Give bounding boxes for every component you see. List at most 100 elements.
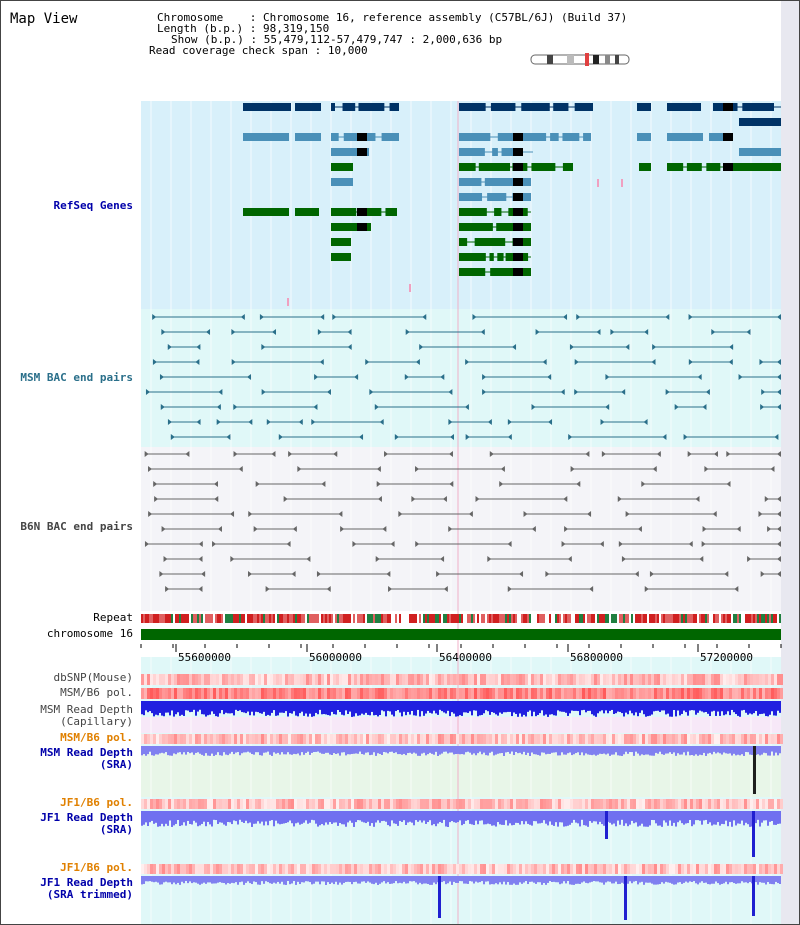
read-depth-bar: [551, 876, 553, 882]
repeat-mark: [585, 614, 587, 623]
read-depth-bar: [211, 746, 213, 754]
read-depth-bar: [303, 701, 305, 716]
b6n-bac-pair-end: [760, 571, 765, 577]
polymorphism-cell: [378, 688, 381, 699]
polymorphism-cell: [495, 674, 498, 685]
repeat-mark: [739, 614, 741, 623]
repeat-mark: [279, 614, 281, 623]
polymorphism-cell: [348, 734, 351, 744]
read-depth-bar: [653, 701, 655, 712]
read-depth-bar: [397, 876, 399, 884]
read-depth-bar: [339, 876, 341, 883]
read-depth-bar: [711, 746, 713, 755]
repeat-mark: [159, 614, 161, 623]
polymorphism-cell: [471, 734, 474, 744]
read-depth-bar: [439, 701, 441, 710]
polymorphism-cell: [564, 799, 567, 809]
read-depth-bar: [659, 811, 661, 826]
read-depth-bar: [693, 876, 695, 882]
polymorphism-cell: [534, 734, 537, 744]
read-depth-bar: [353, 746, 355, 754]
read-depth-bar: [673, 746, 675, 753]
read-depth-bar: [531, 701, 533, 717]
polymorphism-cell: [558, 688, 561, 699]
msm-bac-pair-end: [688, 359, 693, 365]
read-depth-bar: [253, 746, 255, 755]
b6n-bac-pair-end: [375, 556, 380, 562]
polymorphism-cell: [456, 688, 459, 699]
b6n-bac-pair-end: [333, 451, 338, 457]
read-depth-bar: [453, 811, 455, 823]
repeat-mark: [341, 614, 343, 623]
repeat-mark: [697, 614, 699, 623]
read-depth-bar: [193, 701, 195, 710]
repeat-mark: [169, 614, 171, 623]
polymorphism-cell: [711, 688, 714, 699]
read-depth-bar: [767, 701, 769, 717]
read-depth-bar: [239, 811, 241, 820]
read-depth-bar: [459, 701, 461, 716]
polymorphism-cell: [300, 674, 303, 685]
polymorphism-cell: [342, 734, 345, 744]
polymorphism-cell: [756, 799, 759, 809]
repeat-mark: [399, 614, 401, 623]
read-depth-bar: [697, 701, 699, 713]
read-depth-bar: [585, 876, 587, 883]
polymorphism-cell: [708, 688, 711, 699]
msm-bac-pair-end: [379, 419, 384, 425]
polymorphism-cell: [627, 799, 630, 809]
repeat-mark: [337, 614, 339, 623]
polymorphism-cell: [654, 799, 657, 809]
msm-bac-pair-end: [574, 389, 579, 395]
read-depth-bar: [605, 701, 607, 711]
repeat-mark: [175, 614, 177, 623]
gene-exon: [490, 103, 516, 111]
read-depth-bar: [217, 811, 219, 824]
msm-cap-depth-bg: [141, 717, 781, 733]
polymorphism-cell: [726, 688, 729, 699]
polymorphism-cell: [561, 799, 564, 809]
polymorphism-cell: [576, 674, 579, 685]
polymorphism-cell: [321, 864, 324, 874]
read-depth-bar: [317, 811, 319, 827]
polymorphism-cell: [684, 799, 687, 809]
repeat-mark: [503, 614, 505, 623]
read-depth-bar: [511, 746, 513, 752]
read-depth-bar: [455, 746, 457, 755]
polymorphism-cell: [567, 799, 570, 809]
polymorphism-cell: [504, 674, 507, 685]
polymorphism-cell: [630, 734, 633, 744]
polymorphism-cell: [366, 864, 369, 874]
polymorphism-cell: [615, 734, 618, 744]
polymorphism-cell: [375, 674, 378, 685]
read-depth-bar: [441, 876, 443, 883]
read-depth-bar: [389, 876, 391, 884]
polymorphism-cell: [678, 864, 681, 874]
read-depth-bar: [451, 811, 453, 822]
read-depth-bar: [613, 876, 615, 884]
msm-bac-pair-end: [159, 374, 164, 380]
read-depth-bar: [635, 701, 637, 713]
polymorphism-cell: [687, 734, 690, 744]
polymorphism-cell: [381, 864, 384, 874]
polymorphism-cell: [147, 864, 150, 874]
b6n-bac-pair-end: [758, 511, 763, 517]
b6n-bac-pair-end: [507, 541, 512, 547]
chromosome-bar: [141, 629, 781, 640]
polymorphism-cell: [336, 799, 339, 809]
msm-bac-pair-end: [311, 419, 316, 425]
polymorphism-cell: [222, 688, 225, 699]
polymorphism-cell: [393, 734, 396, 744]
read-depth-bar: [399, 876, 401, 883]
b6n-bac-pair-end: [291, 571, 296, 577]
read-depth-bar: [369, 746, 371, 756]
polymorphism-cell: [231, 674, 234, 685]
b6n-bac-pair-end: [519, 571, 524, 577]
read-depth-bar: [391, 811, 393, 821]
read-depth-bar: [177, 701, 179, 713]
repeat-mark: [653, 614, 655, 623]
chromosome-label: Chromosome: [157, 11, 224, 24]
polymorphism-cell: [381, 674, 384, 685]
msm-bac-pair-end: [167, 419, 172, 425]
